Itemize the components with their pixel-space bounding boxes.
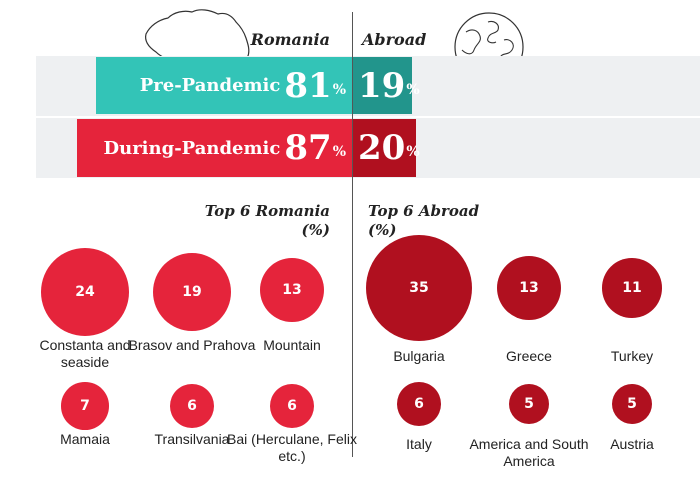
abroad-bubble: 11 (602, 258, 662, 318)
romania-bubble: 13 (259, 257, 325, 323)
top-romania-title-line1: Top 6 Romania (204, 202, 330, 220)
bar-during-label: During-Pandemic (103, 137, 281, 159)
bar-during-romania-pct: % (332, 144, 346, 160)
romania-bubble-value: 24 (75, 283, 95, 300)
bar-pre-romania-value: 81 (284, 65, 332, 106)
center-divider (352, 12, 353, 457)
romania-bubble: 24 (41, 248, 129, 336)
header-abroad: Abroad (362, 30, 427, 49)
bar-during-abroad-value: 20 (358, 128, 406, 168)
abroad-bubble-value: 6 (414, 395, 424, 412)
bar-pre-abroad-value: 19 (358, 65, 406, 106)
bar-pre-romania-pct: % (332, 81, 346, 98)
abroad-bubble-value: 5 (524, 395, 534, 412)
bar-pre-romania: Pre-Pandemic 81 % (96, 57, 352, 114)
bar-pre-abroad: 19 % (352, 57, 420, 114)
abroad-bubble-label: Turkey (610, 348, 654, 364)
abroad-bubble-value: 11 (622, 279, 642, 296)
abroad-bubble: 35 (366, 235, 472, 341)
abroad-bubble: 5 (611, 383, 653, 425)
romania-bubble-label: Mamaia (60, 431, 110, 447)
romania-bubble-label: Mountain (263, 337, 321, 353)
top-romania-title-line2: (%) (301, 221, 330, 239)
abroad-bubble-label: Italy (406, 436, 432, 452)
romania-bubble-value: 13 (282, 281, 302, 298)
bar-during-romania-value: 87 (284, 128, 332, 168)
bar-during-abroad: 20 % (352, 119, 420, 177)
header-romania: Romania (250, 30, 330, 49)
romania-bubble: 19 (152, 252, 232, 332)
abroad-bubble-label: Greece (506, 348, 552, 364)
bar-during-abroad-pct: % (406, 144, 420, 160)
romania-bubble: 7 (61, 382, 109, 430)
abroad-bubble-value: 35 (409, 280, 429, 296)
romania-bubble-value: 7 (80, 397, 90, 414)
abroad-bubble-label: America and South America (469, 436, 589, 469)
abroad-bubble-value: 5 (627, 395, 637, 412)
abroad-bubble-value: 13 (519, 279, 539, 296)
top-romania-title: Top 6 Romania (%) (150, 202, 330, 240)
romania-bubble-value: 19 (182, 283, 202, 300)
romania-bubble-label: Transilvania (154, 431, 230, 447)
top-abroad-title-line2: (%) (368, 221, 397, 239)
top-abroad-title: Top 6 Abroad (%) (368, 202, 548, 240)
abroad-bubble-label: Austria (610, 436, 654, 452)
romania-bubble-value: 6 (287, 397, 297, 414)
romania-bubble-label: Bai (Herculane, Felix etc.) (227, 431, 357, 464)
top-abroad-title-line1: Top 6 Abroad (368, 202, 480, 220)
romania-bubble-label: Brasov and Prahova (128, 337, 256, 353)
romania-bubble-label: Constanta and seaside (39, 337, 131, 370)
bar-pre-abroad-pct: % (406, 81, 420, 98)
abroad-bubble: 6 (397, 382, 441, 426)
bar-pre-label: Pre-Pandemic (139, 75, 281, 96)
romania-bubble: 6 (170, 384, 214, 428)
romania-bubble-value: 6 (187, 397, 197, 414)
abroad-bubble-label: Bulgaria (393, 348, 445, 364)
bar-during-romania: During-Pandemic 87 % (77, 119, 352, 177)
romania-bubble: 6 (270, 384, 314, 428)
abroad-bubble: 5 (508, 383, 550, 425)
abroad-bubble: 13 (496, 255, 562, 321)
